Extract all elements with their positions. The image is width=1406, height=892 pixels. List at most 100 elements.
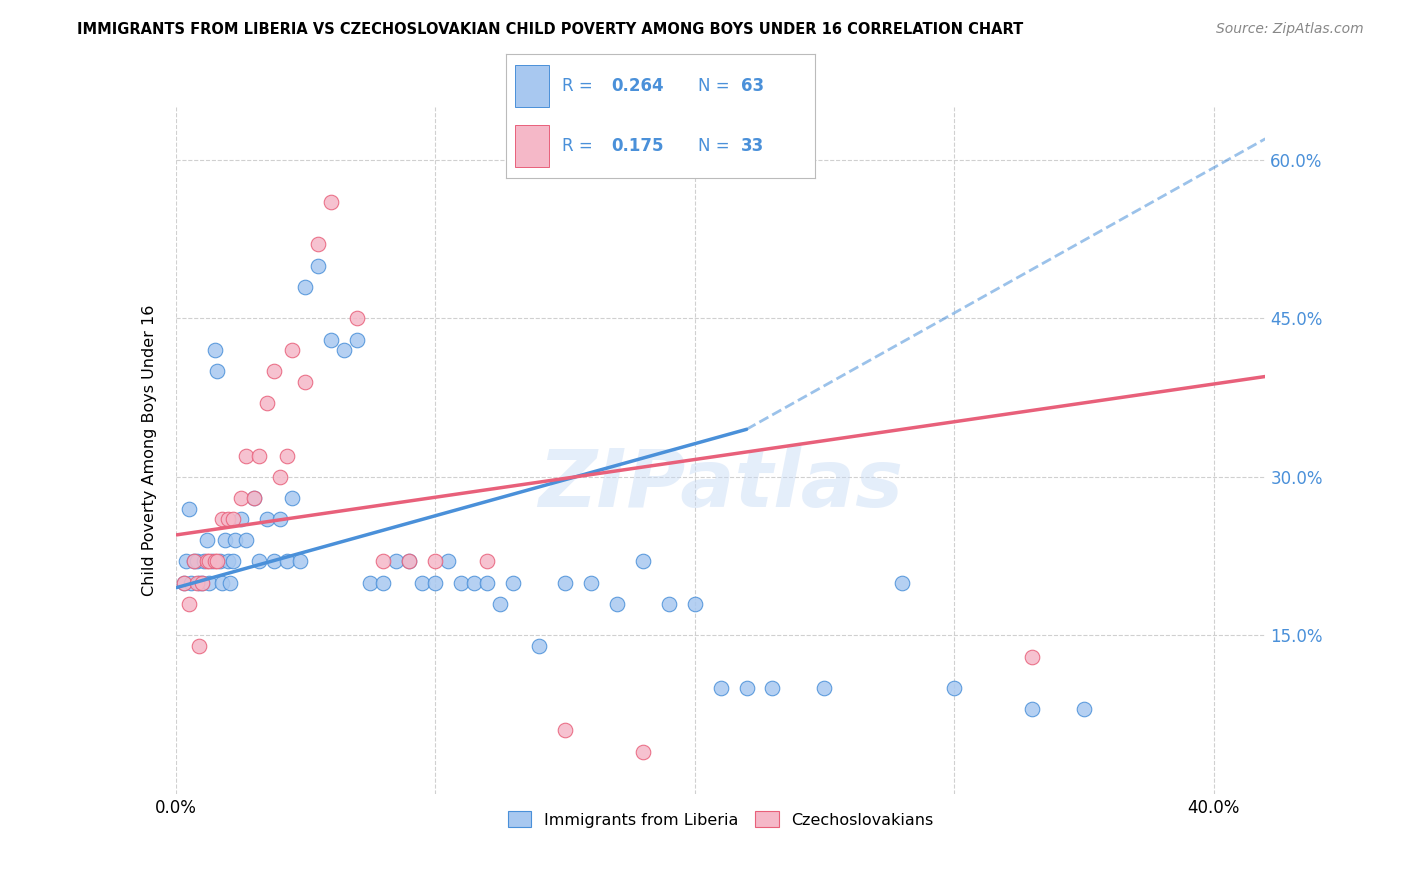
Point (359, 575, 381, 590)
Point (398, 554, 420, 568)
Point (177, 597, 200, 611)
Text: IMMIGRANTS FROM LIBERIA VS CZECHOSLOVAKIAN CHILD POVERTY AMONG BOYS UNDER 16 COR: IMMIGRANTS FROM LIBERIA VS CZECHOSLOVAKI… (77, 22, 1024, 37)
Text: R =: R = (562, 77, 598, 95)
Point (579, 575, 602, 590)
Point (242, 491, 264, 505)
Text: 0.175: 0.175 (612, 137, 664, 155)
Point (294, 375, 316, 389)
Point (683, 597, 706, 611)
Point (294, 279, 316, 293)
Point (333, 343, 356, 357)
Point (201, 554, 224, 568)
Text: N =: N = (697, 77, 735, 95)
Point (411, 575, 433, 590)
Point (186, 554, 208, 568)
Point (190, 575, 212, 590)
Point (554, 575, 576, 590)
Point (188, 639, 211, 653)
Point (235, 533, 257, 548)
Text: N =: N = (697, 137, 735, 155)
Point (463, 575, 485, 590)
Point (242, 491, 264, 505)
Point (173, 575, 195, 590)
Point (186, 575, 208, 590)
Point (489, 597, 512, 611)
Point (198, 554, 221, 568)
Point (204, 343, 226, 357)
Point (290, 554, 312, 568)
Point (276, 449, 298, 463)
Point (207, 364, 229, 378)
Point (425, 575, 447, 590)
Point (709, 681, 731, 696)
Point (195, 554, 218, 568)
Point (527, 639, 550, 653)
Point (943, 681, 966, 696)
Text: Source: ZipAtlas.com: Source: ZipAtlas.com (1216, 22, 1364, 37)
Point (281, 491, 304, 505)
Point (174, 554, 197, 568)
Point (195, 533, 218, 548)
Point (256, 512, 278, 526)
Point (307, 237, 329, 252)
Point (177, 501, 200, 516)
Point (229, 512, 252, 526)
Point (398, 554, 420, 568)
Point (208, 554, 231, 568)
Text: 63: 63 (741, 77, 765, 95)
Point (269, 512, 291, 526)
Point (346, 333, 368, 347)
FancyBboxPatch shape (516, 65, 550, 107)
Point (269, 470, 291, 484)
Point (263, 364, 285, 378)
Point (263, 554, 285, 568)
Point (183, 554, 205, 568)
Point (281, 343, 304, 357)
Point (346, 311, 368, 326)
Point (450, 575, 472, 590)
Text: ZIPatlas: ZIPatlas (538, 446, 903, 524)
Point (475, 554, 498, 568)
Point (247, 449, 270, 463)
Text: R =: R = (562, 137, 598, 155)
Point (207, 554, 229, 568)
Point (1021, 702, 1043, 716)
Point (321, 195, 343, 210)
Point (475, 575, 498, 590)
Point (631, 745, 654, 759)
Point (224, 533, 246, 548)
Legend: Immigrants from Liberia, Czechoslovakians: Immigrants from Liberia, Czechoslovakian… (501, 805, 941, 834)
Point (321, 333, 343, 347)
Point (222, 554, 245, 568)
Point (502, 575, 524, 590)
Point (235, 449, 257, 463)
Point (373, 575, 395, 590)
Point (217, 512, 239, 526)
Point (606, 597, 628, 611)
Point (631, 554, 654, 568)
Point (204, 554, 226, 568)
Point (190, 575, 212, 590)
FancyBboxPatch shape (516, 125, 550, 167)
Point (193, 554, 215, 568)
Point (425, 554, 447, 568)
Point (217, 554, 239, 568)
Point (276, 554, 298, 568)
Point (307, 259, 329, 273)
Point (173, 575, 195, 590)
Y-axis label: Child Poverty Among Boys Under 16: Child Poverty Among Boys Under 16 (142, 305, 157, 596)
Point (891, 575, 914, 590)
Point (761, 681, 783, 696)
Point (188, 575, 211, 590)
Point (180, 575, 202, 590)
Point (1073, 702, 1095, 716)
Point (437, 554, 460, 568)
Point (229, 491, 252, 505)
Point (658, 597, 681, 611)
Point (222, 512, 245, 526)
Point (211, 575, 233, 590)
Point (247, 554, 270, 568)
Point (198, 575, 221, 590)
Point (735, 681, 758, 696)
Point (211, 512, 233, 526)
